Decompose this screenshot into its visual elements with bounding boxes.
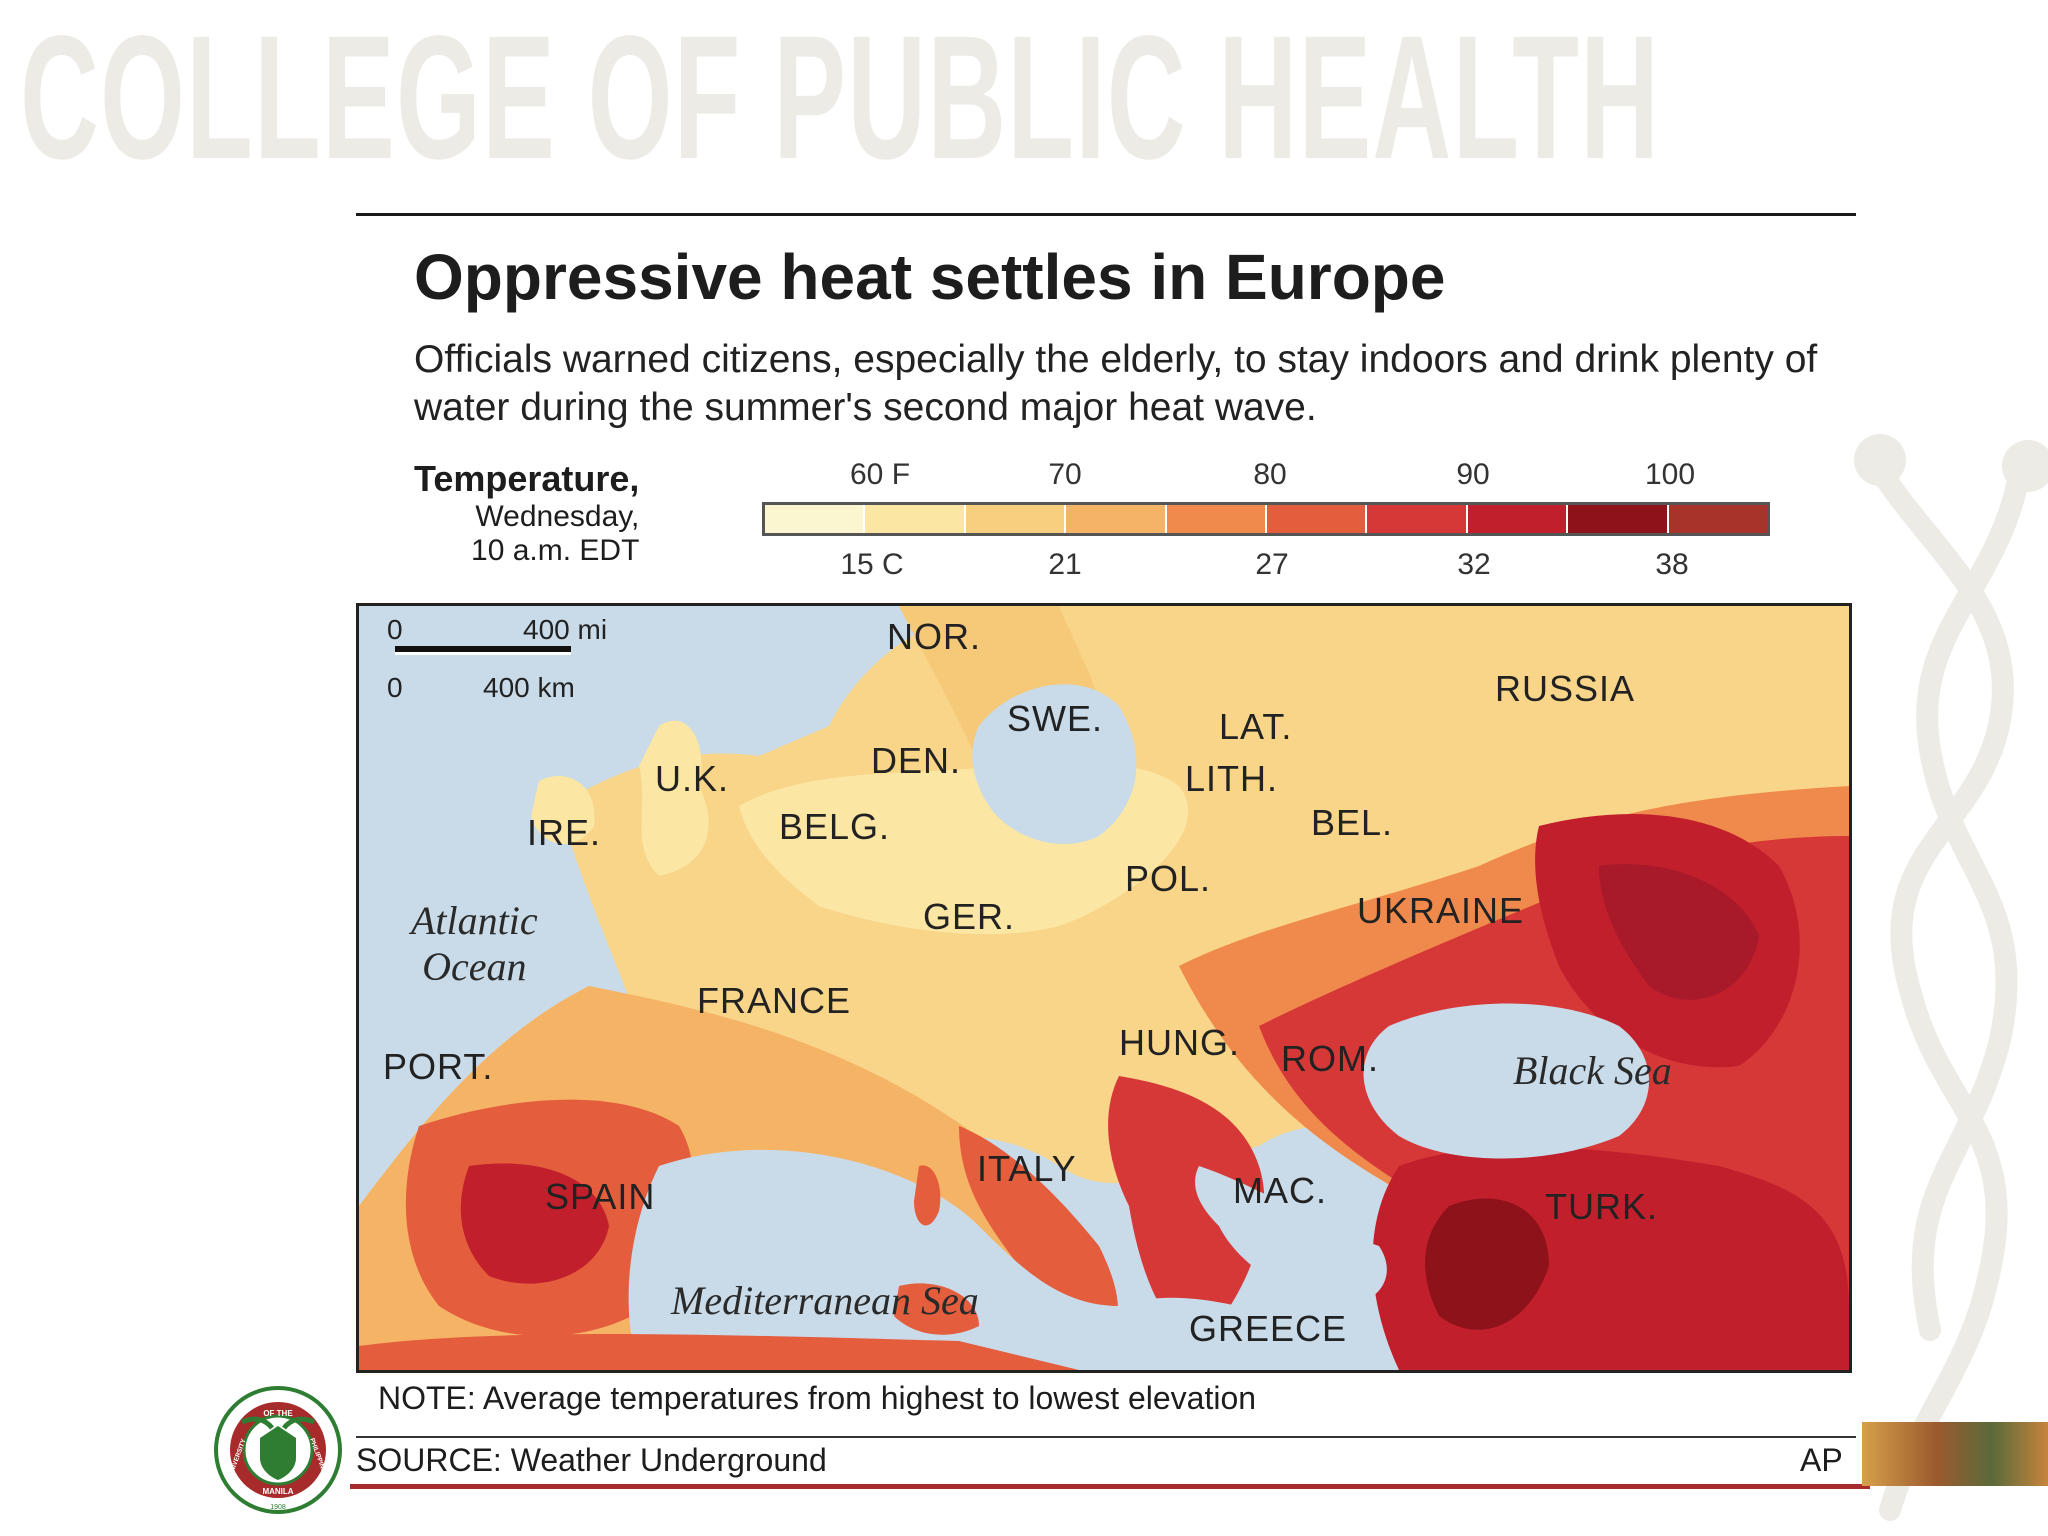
- label-france: FRANCE: [697, 980, 852, 1021]
- legend-label-time: 10 a.m. EDT: [471, 534, 640, 567]
- seal-top-text: OF THE: [263, 1409, 293, 1418]
- label-ukraine: UKRAINE: [1357, 890, 1525, 931]
- label-belgium: BELG.: [779, 806, 891, 847]
- label-poland: POL.: [1125, 858, 1212, 899]
- scale-km-zero: 0: [387, 672, 403, 703]
- legend-tick-f: 90: [1456, 458, 1490, 491]
- legend-tick-c: 15 C: [840, 548, 904, 581]
- label-sweden: SWE.: [1007, 698, 1104, 739]
- label-black-sea: Black Sea: [1513, 1048, 1672, 1093]
- legend-label-day: Wednesday,: [475, 500, 640, 533]
- college-banner: COLLEGE OF PUBLIC HEALTH: [20, 0, 1661, 196]
- label-denmark: DEN.: [871, 740, 962, 781]
- atlantic-line-2: Ocean: [422, 944, 527, 989]
- legend-tick-f: 60 F: [849, 458, 911, 491]
- label-turkey: TURK.: [1545, 1186, 1658, 1227]
- map-credit: AP: [1800, 1442, 1843, 1478]
- legend-color-swatch: [1668, 505, 1768, 533]
- scale-miles-label: 400 mi: [523, 614, 608, 645]
- top-rule: [356, 213, 1856, 216]
- label-russia: RUSSIA: [1495, 668, 1636, 709]
- label-hungary: HUNG.: [1119, 1022, 1240, 1063]
- label-uk: U.K.: [655, 758, 730, 799]
- seal-year: 1908: [270, 1504, 286, 1511]
- legend-color-swatch: [1166, 505, 1268, 533]
- legend-color-swatch: [1367, 505, 1468, 533]
- legend-tick-f: 80: [1253, 458, 1287, 491]
- label-romania: ROM.: [1281, 1038, 1379, 1079]
- legend-color-swatch: [1267, 505, 1368, 533]
- legend-tick-c: 21: [1048, 548, 1082, 581]
- legend-tick-c: 27: [1255, 548, 1289, 581]
- legend-color-swatch: [865, 505, 966, 533]
- infographic-subtitle: Officials warned citizens, especially th…: [414, 338, 1818, 429]
- legend-tick-c: 38: [1655, 548, 1689, 581]
- legend-color-swatch: [1467, 505, 1569, 533]
- infographic-title: Oppressive heat settles in Europe: [414, 241, 1446, 313]
- scale-km-label: 400 km: [483, 672, 575, 703]
- label-belarus: BEL.: [1311, 802, 1394, 843]
- legend-label: Temperature, Wednesday, 10 a.m. EDT: [414, 458, 639, 568]
- legend-color-swatch: [1568, 505, 1669, 533]
- legend-color-swatch: [765, 505, 866, 533]
- label-germany: GER.: [923, 896, 1016, 937]
- label-italy: ITALY: [977, 1148, 1077, 1189]
- label-atlantic-ocean: Atlantic Ocean: [411, 898, 538, 990]
- legend-label-main: Temperature,: [414, 458, 640, 499]
- scale-miles-zero: 0: [387, 614, 403, 645]
- label-greece: GREECE: [1189, 1308, 1348, 1349]
- label-latvia: LAT.: [1219, 706, 1293, 747]
- legend-color-swatch: [965, 505, 1067, 533]
- footer-rule: [356, 1436, 1856, 1438]
- legend-tick-f: 100: [1644, 458, 1696, 491]
- map-note: NOTE: Average temperatures from highest …: [378, 1380, 1257, 1416]
- label-norway: NOR.: [887, 616, 981, 657]
- label-portugal: PORT.: [383, 1046, 494, 1087]
- label-mediterranean-sea: Mediterranean Sea: [671, 1278, 979, 1323]
- europe-heat-map: 0 400 mi 0 400 km NOR. SWE. DEN. U.K. IR…: [356, 603, 1852, 1373]
- university-seal-icon: OF THE UNIVERSITY PHILIPPINES MANILA 190…: [214, 1386, 342, 1514]
- caduceus-icon: [1854, 434, 2048, 1521]
- legend-color-swatch: [1066, 505, 1167, 533]
- corner-decorative-art: [1862, 1422, 2048, 1486]
- map-source: SOURCE: Weather Underground: [356, 1442, 827, 1478]
- label-ireland: IRE.: [527, 812, 602, 853]
- label-lithuania: LITH.: [1185, 758, 1279, 799]
- temperature-color-scale: [762, 502, 1770, 536]
- legend-tick-f: 70: [1048, 458, 1082, 491]
- legend-tick-c: 32: [1457, 548, 1491, 581]
- map-graphic: [359, 606, 1849, 1370]
- seal-bottom-text: MANILA: [262, 1487, 293, 1496]
- bottom-red-rule: [350, 1484, 1870, 1489]
- label-macedonia: MAC.: [1233, 1170, 1327, 1211]
- label-spain: SPAIN: [545, 1176, 656, 1217]
- atlantic-line-1: Atlantic: [411, 898, 538, 943]
